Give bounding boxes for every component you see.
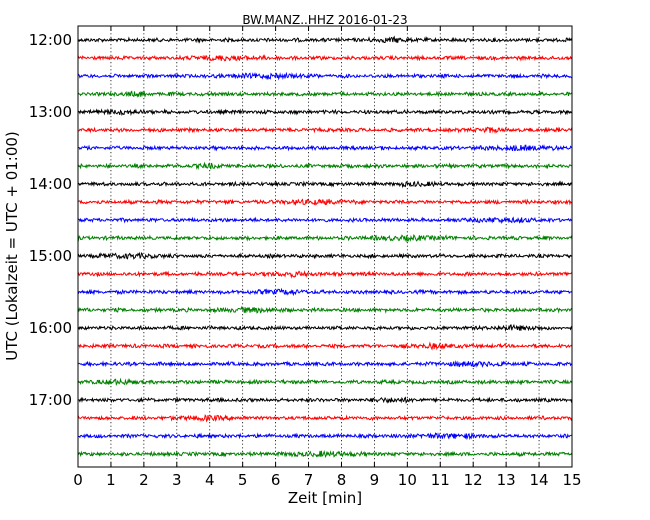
trace-line xyxy=(77,108,573,117)
x-tick-label: 12 xyxy=(464,471,483,489)
x-tick-label: 13 xyxy=(497,471,516,489)
x-tick-label: 5 xyxy=(238,471,248,489)
x-tick-label: 6 xyxy=(271,471,281,489)
seismic-traces xyxy=(77,35,573,459)
x-tick-label: 8 xyxy=(337,471,347,489)
trace-line xyxy=(77,180,573,189)
x-axis-label: Zeit [min] xyxy=(288,489,362,507)
x-tick-label: 9 xyxy=(370,471,380,489)
x-tick-label: 0 xyxy=(73,471,83,489)
x-tick-label: 11 xyxy=(431,471,450,489)
y-tick-label: 15:00 xyxy=(29,247,72,265)
trace-line xyxy=(77,90,573,99)
trace-line xyxy=(77,414,573,423)
trace-line xyxy=(77,323,573,332)
x-tick-label: 15 xyxy=(562,471,581,489)
trace-line xyxy=(77,234,573,243)
trace-line xyxy=(77,396,573,404)
trace-line xyxy=(77,35,573,44)
y-axis-ticks: 12:00 13:00 14:00 15:00 16:00 17:00 xyxy=(29,31,572,409)
x-tick-label: 1 xyxy=(106,471,116,489)
y-tick-label: 17:00 xyxy=(29,391,72,409)
trace-line xyxy=(77,360,573,368)
trace-line xyxy=(77,144,573,152)
trace-line xyxy=(77,126,573,135)
y-axis-label: UTC (Lokalzeit = UTC + 01:00) xyxy=(3,131,21,361)
y-tick-label: 16:00 xyxy=(29,319,72,337)
y-tick-label: 13:00 xyxy=(29,103,72,121)
trace-line xyxy=(77,287,573,297)
y-tick-label: 14:00 xyxy=(29,175,72,193)
trace-line xyxy=(77,198,573,207)
y-tick-label: 12:00 xyxy=(29,31,72,49)
trace-line xyxy=(77,216,573,225)
trace-line xyxy=(77,54,573,62)
x-tick-label: 14 xyxy=(530,471,549,489)
trace-line xyxy=(77,161,573,171)
chart-title: BW.MANZ..HHZ 2016-01-23 xyxy=(242,13,407,27)
trace-line xyxy=(77,432,573,441)
x-axis-ticks: 0 1 2 3 4 5 6 7 8 9 10 11 12 13 14 15 xyxy=(73,26,582,489)
vertical-grid xyxy=(110,26,540,467)
x-tick-label: 4 xyxy=(205,471,215,489)
x-tick-label: 10 xyxy=(398,471,417,489)
plot-frame xyxy=(77,25,573,468)
trace-line xyxy=(77,270,573,279)
trace-line xyxy=(77,377,573,387)
x-tick-label: 3 xyxy=(172,471,182,489)
trace-line xyxy=(77,305,573,314)
trace-line xyxy=(77,251,573,260)
x-tick-label: 7 xyxy=(304,471,314,489)
trace-line xyxy=(77,71,573,81)
trace-line xyxy=(77,450,573,459)
x-tick-label: 2 xyxy=(139,471,149,489)
trace-line xyxy=(77,341,573,351)
